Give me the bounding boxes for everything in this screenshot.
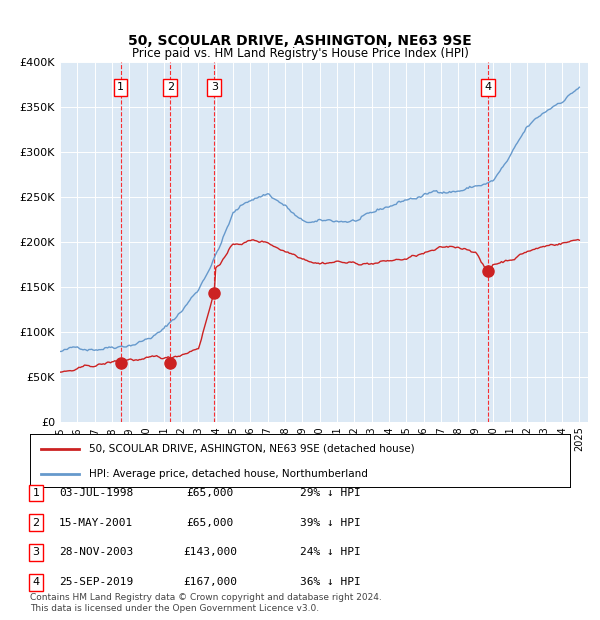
Text: 3: 3 <box>211 82 218 92</box>
Text: Price paid vs. HM Land Registry's House Price Index (HPI): Price paid vs. HM Land Registry's House … <box>131 46 469 60</box>
Text: 39% ↓ HPI: 39% ↓ HPI <box>299 518 361 528</box>
Text: 3: 3 <box>32 547 40 557</box>
Text: 4: 4 <box>32 577 40 587</box>
Text: £167,000: £167,000 <box>183 577 237 587</box>
Text: HPI: Average price, detached house, Northumberland: HPI: Average price, detached house, Nort… <box>89 469 368 479</box>
Text: 24% ↓ HPI: 24% ↓ HPI <box>299 547 361 557</box>
Text: 4: 4 <box>485 82 491 92</box>
Text: 2: 2 <box>32 518 40 528</box>
Text: 25-SEP-2019: 25-SEP-2019 <box>59 577 133 587</box>
Text: £65,000: £65,000 <box>187 488 233 498</box>
Text: 29% ↓ HPI: 29% ↓ HPI <box>299 488 361 498</box>
Text: 50, SCOULAR DRIVE, ASHINGTON, NE63 9SE: 50, SCOULAR DRIVE, ASHINGTON, NE63 9SE <box>128 34 472 48</box>
Text: 28-NOV-2003: 28-NOV-2003 <box>59 547 133 557</box>
Text: Contains HM Land Registry data © Crown copyright and database right 2024.
This d: Contains HM Land Registry data © Crown c… <box>30 593 382 613</box>
Text: 1: 1 <box>32 488 40 498</box>
Text: £143,000: £143,000 <box>183 547 237 557</box>
Text: 03-JUL-1998: 03-JUL-1998 <box>59 488 133 498</box>
Text: 50, SCOULAR DRIVE, ASHINGTON, NE63 9SE (detached house): 50, SCOULAR DRIVE, ASHINGTON, NE63 9SE (… <box>89 444 415 454</box>
Text: 15-MAY-2001: 15-MAY-2001 <box>59 518 133 528</box>
Text: 36% ↓ HPI: 36% ↓ HPI <box>299 577 361 587</box>
Text: £65,000: £65,000 <box>187 518 233 528</box>
Text: 1: 1 <box>117 82 124 92</box>
Text: 2: 2 <box>167 82 174 92</box>
